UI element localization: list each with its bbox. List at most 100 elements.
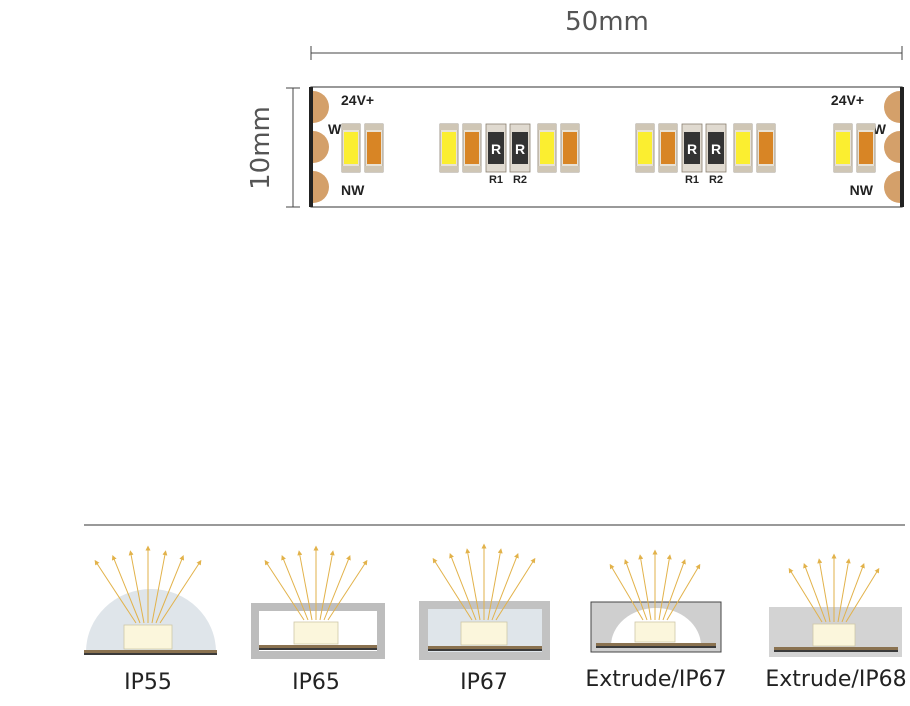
resistor-label-r1: R1 xyxy=(489,174,503,186)
channel-profile xyxy=(251,603,385,659)
led-white xyxy=(635,123,655,173)
light-ray xyxy=(111,555,141,624)
led-neutral-white xyxy=(658,123,678,173)
light-ray xyxy=(159,559,202,624)
pcb-base xyxy=(84,653,217,655)
led-neutral-white xyxy=(756,123,776,173)
resistor: R xyxy=(681,123,703,173)
light-ray xyxy=(803,562,827,623)
led-white xyxy=(733,123,753,173)
light-rays xyxy=(264,545,368,621)
light-ray xyxy=(638,554,652,621)
resistor-glyph: R xyxy=(491,141,501,157)
light-ray xyxy=(323,555,351,621)
light-ray xyxy=(495,557,536,621)
length-label: 50mm xyxy=(565,7,649,37)
light-ray xyxy=(491,553,519,621)
led-neutral-white xyxy=(364,123,384,173)
led-neutral-white xyxy=(560,123,580,173)
resistor: R xyxy=(485,123,507,173)
light-ray xyxy=(624,558,648,621)
light-ray xyxy=(432,557,473,621)
ip-label: Extrude/IP67 xyxy=(585,667,726,692)
light-ray xyxy=(845,567,880,623)
pcb-base xyxy=(259,645,377,648)
light-ray xyxy=(666,563,701,621)
pcb-base xyxy=(774,650,898,652)
solder-pad xyxy=(884,171,900,203)
led-chip xyxy=(812,623,856,647)
light-ray xyxy=(662,558,686,621)
resistor-label-r1: R1 xyxy=(685,174,699,186)
ip-variant-ip67: IP67 xyxy=(419,543,550,695)
dome-coating xyxy=(86,589,216,652)
pad-label-left-bottom: NW xyxy=(341,182,365,198)
width-label: 10mm xyxy=(246,106,276,190)
ip-label: IP65 xyxy=(292,670,340,695)
led-white xyxy=(341,123,361,173)
ip-variant-extrude-ip68: Extrude/IP68 xyxy=(765,553,907,692)
light-ray xyxy=(817,558,831,623)
pcb-base xyxy=(428,646,542,649)
pad-label-right-mid: W xyxy=(873,121,887,137)
pcb-base xyxy=(259,648,377,650)
light-ray xyxy=(94,559,137,624)
strip-end-right xyxy=(900,87,904,207)
led-chip xyxy=(293,621,339,645)
led-white xyxy=(537,123,557,173)
ip-label: Extrude/IP68 xyxy=(765,667,906,692)
light-ray xyxy=(281,555,309,621)
ip-variants: IP55 IP65 IP67 xyxy=(84,543,907,695)
led-chip xyxy=(634,621,676,643)
resistor-glyph: R xyxy=(711,141,721,157)
light-rays xyxy=(609,549,701,621)
light-ray xyxy=(449,553,477,621)
pcb-base xyxy=(774,647,898,650)
light-ray xyxy=(151,550,168,624)
strip-pcb xyxy=(310,86,903,208)
light-ray xyxy=(297,550,313,621)
light-ray xyxy=(609,563,644,621)
pad-label-right-top: 24V+ xyxy=(831,92,864,108)
ip-variant-extrude-ip67: Extrude/IP67 xyxy=(585,549,727,692)
solder-pad xyxy=(884,131,900,163)
light-ray xyxy=(264,559,305,621)
solder-pad xyxy=(313,171,329,203)
resistor-label-r2: R2 xyxy=(709,174,723,186)
resistor: R xyxy=(705,123,727,173)
length-dimension: 50mm xyxy=(310,7,903,60)
pcb-base xyxy=(596,646,716,648)
pad-label-left-mid: W xyxy=(328,121,342,137)
light-ray xyxy=(837,558,851,623)
solder-pad xyxy=(313,131,329,163)
led-white xyxy=(833,123,853,173)
led-neutral-white xyxy=(462,123,482,173)
light-ray xyxy=(658,554,672,621)
ip-label: IP67 xyxy=(460,670,508,695)
ip-variant-ip65: IP65 xyxy=(251,545,385,695)
solder-pads-right xyxy=(884,91,900,203)
pad-label-left-top: 24V+ xyxy=(341,92,374,108)
light-ray xyxy=(788,567,823,623)
light-rays xyxy=(432,543,536,621)
pcb-base xyxy=(596,643,716,646)
resistor-glyph: R xyxy=(687,141,697,157)
light-ray xyxy=(327,559,368,621)
pcb-base xyxy=(428,649,542,651)
solder-pad xyxy=(313,91,329,123)
light-ray xyxy=(487,548,503,621)
width-dimension: 10mm xyxy=(246,87,300,208)
pcb-base xyxy=(84,650,217,653)
solder-pad xyxy=(884,91,900,123)
strip-end-left xyxy=(309,87,313,207)
light-ray xyxy=(319,550,335,621)
ip-label: IP55 xyxy=(124,670,172,695)
led-chip xyxy=(123,624,173,650)
led-neutral-white xyxy=(856,123,876,173)
light-rays xyxy=(788,553,880,623)
led-chip xyxy=(460,621,508,646)
resistor-glyph: R xyxy=(515,141,525,157)
